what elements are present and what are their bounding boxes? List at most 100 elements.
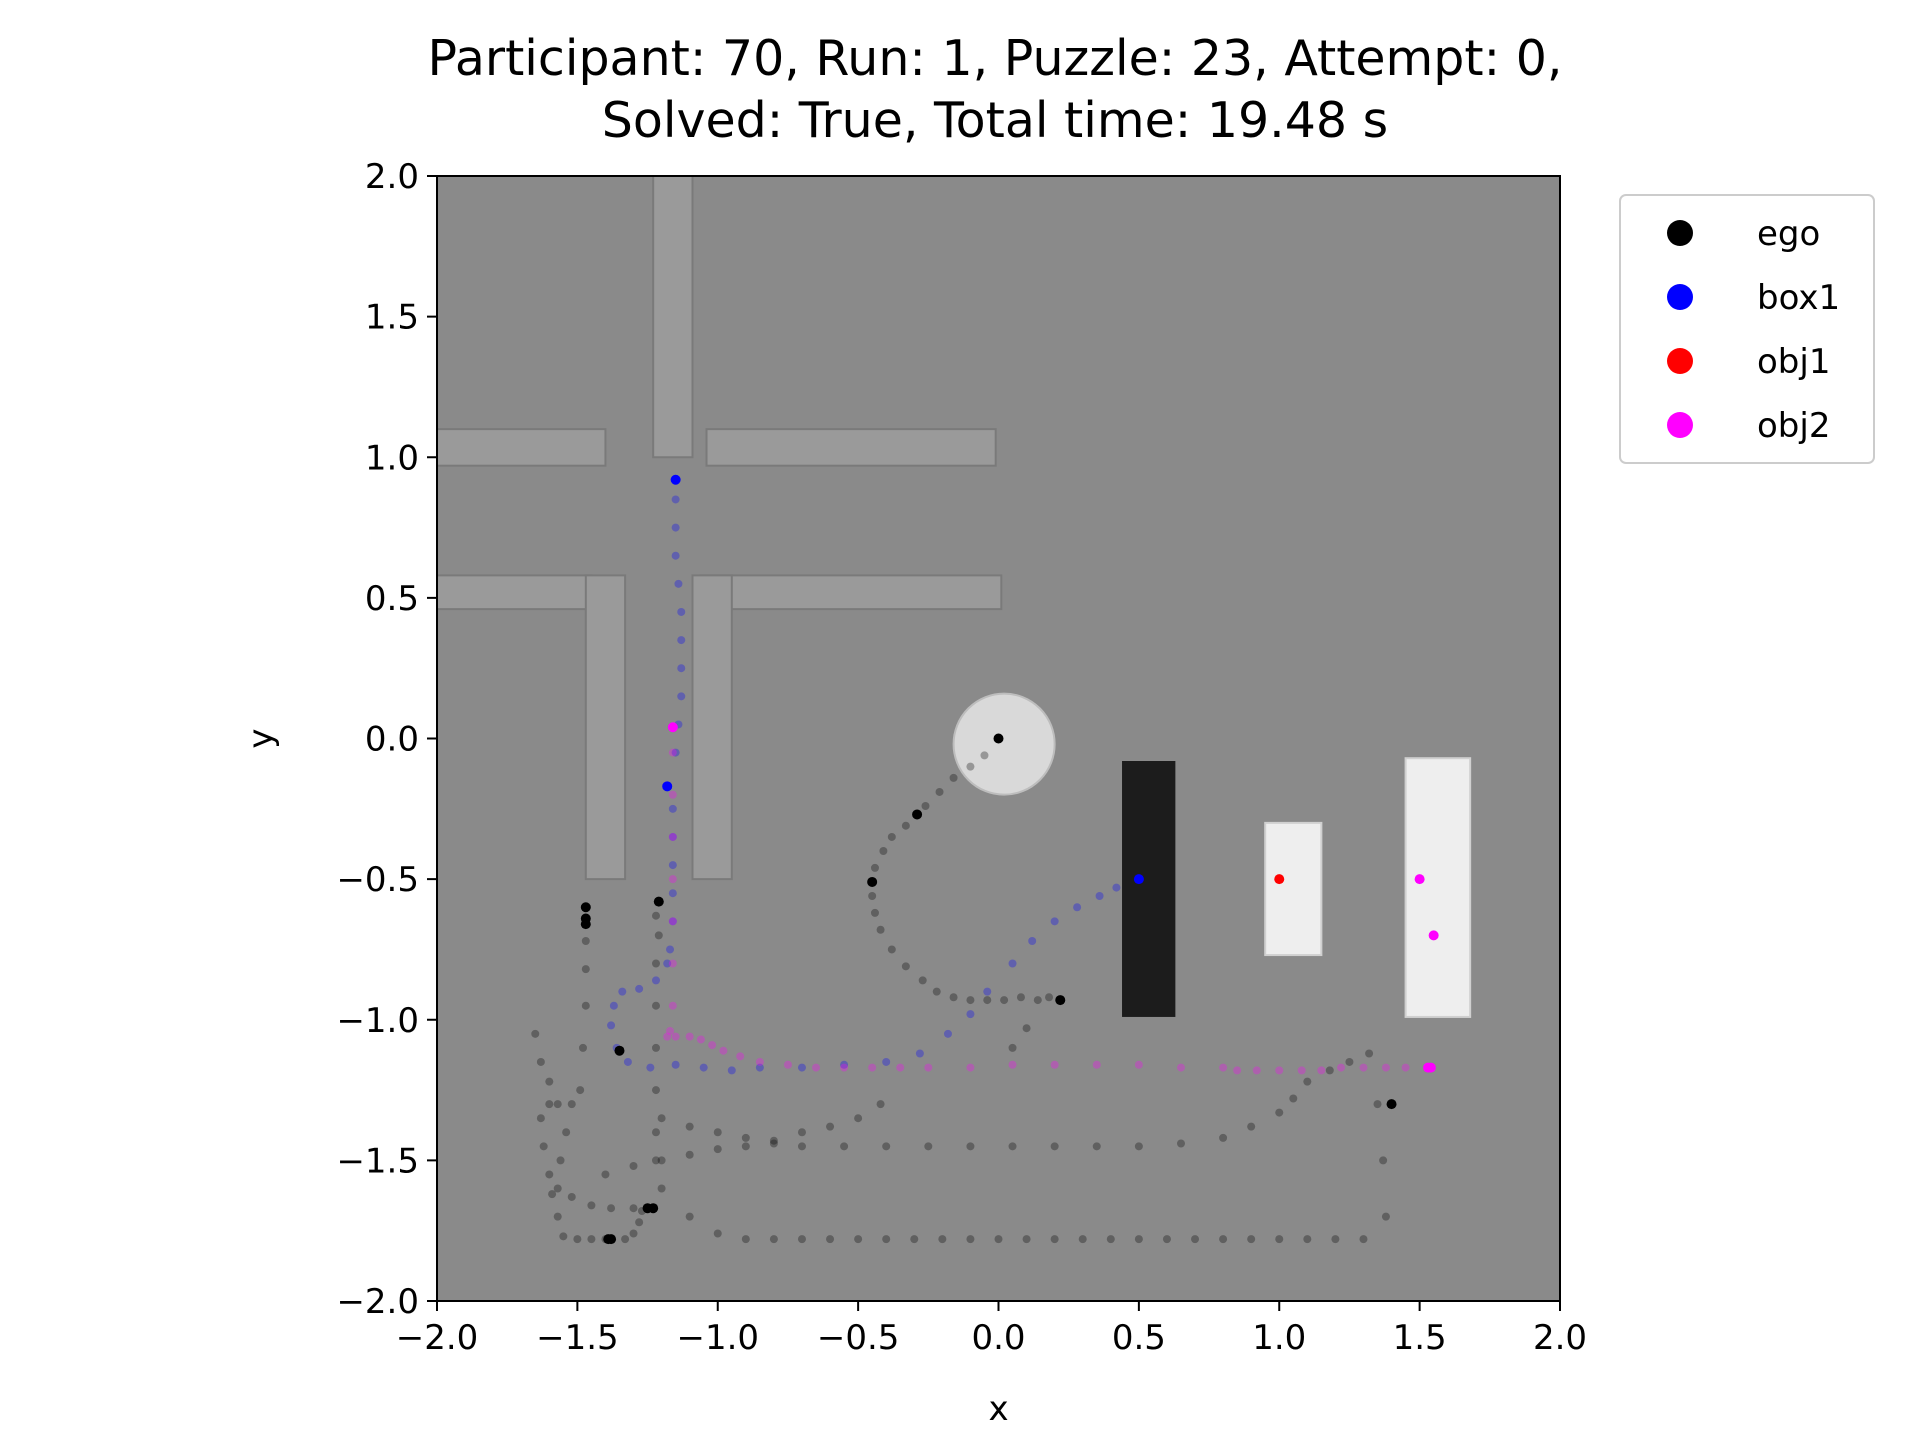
chart-title-line-1: Participant: 70, Run: 1, Puzzle: 23, Att… xyxy=(427,30,1563,87)
ego-trajectory-point xyxy=(1303,1235,1312,1244)
box1-trajectory-point xyxy=(699,1063,708,1072)
obj2-trajectory-point xyxy=(668,832,677,841)
ego-trajectory-point xyxy=(629,1162,638,1170)
y-tick-label: 1.0 xyxy=(365,438,419,478)
ego-trajectory-point xyxy=(651,1043,660,1052)
ego-trajectory-point xyxy=(567,1100,576,1109)
obj2-trajectory-point xyxy=(708,1041,717,1050)
x-tick-label: −1.0 xyxy=(676,1318,759,1358)
ego-trajectory-point xyxy=(621,1235,630,1244)
ego-trajectory-point xyxy=(879,847,888,855)
white-block-1 xyxy=(1264,821,1323,957)
obj2-trajectory-point xyxy=(812,1063,821,1072)
ego-trajectory-point xyxy=(1303,1077,1312,1086)
obj2-trajectory-point xyxy=(896,1063,905,1072)
box1-trajectory-point xyxy=(727,1066,736,1075)
ego-trajectory-point xyxy=(1134,1235,1143,1244)
ego-trajectory-point xyxy=(685,1122,694,1131)
ego-marker xyxy=(867,876,878,887)
wall-left-corridor xyxy=(584,574,627,881)
box1-trajectory-point xyxy=(671,748,680,757)
ego-trajectory-point xyxy=(1345,1057,1354,1066)
box1-trajectory-point xyxy=(668,832,677,841)
ego-trajectory-point xyxy=(651,959,660,968)
ego-trajectory-point xyxy=(581,1001,590,1010)
obj2-marker xyxy=(1428,930,1439,941)
ego-trajectory-point xyxy=(901,962,910,971)
x-tick-label: 1.0 xyxy=(1252,1318,1306,1358)
obj2-trajectory-point xyxy=(783,1060,792,1069)
ego-marker xyxy=(606,1234,617,1245)
obj2-trajectory-point xyxy=(1008,1060,1017,1069)
obj2-trajectory-point xyxy=(671,1032,680,1041)
x-tick-label: 1.5 xyxy=(1393,1318,1447,1358)
box1-trajectory-point xyxy=(663,959,672,968)
ego-trajectory-point xyxy=(870,863,879,872)
ego-trajectory-point xyxy=(918,976,927,985)
ego-trajectory-point xyxy=(1016,993,1025,1002)
legend-marker-obj2 xyxy=(1667,412,1693,438)
box1-trajectory-point xyxy=(668,861,677,870)
wall-upper-right xyxy=(705,428,997,467)
ego-trajectory-point xyxy=(924,1142,933,1151)
ego-trajectory-point xyxy=(994,1235,1003,1244)
ego-marker xyxy=(912,809,923,820)
box1-trajectory-point xyxy=(1028,937,1037,945)
x-tick-label: 2.0 xyxy=(1533,1318,1587,1358)
obj2-trajectory-point xyxy=(1275,1066,1284,1075)
obj2-trajectory-point xyxy=(1252,1066,1261,1075)
box1-trajectory-point xyxy=(797,1063,806,1072)
y-tick-label: 0.5 xyxy=(365,579,419,619)
box1-marker xyxy=(670,474,681,485)
ego-trajectory-point xyxy=(587,1235,596,1244)
ego-trajectory-point xyxy=(854,1235,863,1244)
ego-trajectory-point xyxy=(536,1114,545,1123)
y-tick-label: −1.5 xyxy=(336,1141,419,1181)
ego-trajectory-point xyxy=(870,908,879,917)
ego-trajectory-point xyxy=(966,996,975,1005)
ego-trajectory-point xyxy=(983,996,992,1005)
legend-label-box1: box1 xyxy=(1757,278,1840,318)
box1-trajectory-point xyxy=(755,1063,764,1072)
ego-trajectory-point xyxy=(685,1212,694,1221)
obj2-trajectory-point xyxy=(1134,1060,1143,1069)
ego-trajectory-point xyxy=(887,945,896,954)
ego-trajectory-point xyxy=(1247,1122,1256,1131)
ego-trajectory-point xyxy=(1045,993,1054,1002)
box1-trajectory-point xyxy=(651,976,660,985)
ego-trajectory-point xyxy=(769,1136,778,1145)
ego-trajectory-point xyxy=(1033,996,1042,1005)
ego-marker xyxy=(1055,995,1066,1006)
box1-trajectory-point xyxy=(609,1001,618,1010)
ego-trajectory-point xyxy=(868,892,877,900)
ego-trajectory-point xyxy=(1176,1139,1185,1148)
legend-label-obj2: obj2 xyxy=(1757,406,1830,446)
box1-trajectory-point xyxy=(666,945,675,954)
box1-trajectory-point xyxy=(671,551,680,560)
box1-trajectory-point xyxy=(1050,917,1059,926)
ego-trajectory-point xyxy=(882,1142,891,1151)
ego-trajectory-point xyxy=(607,1204,616,1213)
obj2-trajectory-point xyxy=(668,1001,677,1010)
ego-trajectory-point xyxy=(581,937,590,945)
y-axis-label: y xyxy=(241,728,281,748)
obj2-trajectory-point xyxy=(666,1027,675,1035)
ego-trajectory-point xyxy=(531,1029,540,1038)
ego-trajectory-point xyxy=(651,1086,660,1095)
ego-trajectory-point xyxy=(629,1229,638,1238)
box1-trajectory-point xyxy=(882,1057,891,1066)
ego-trajectory-point xyxy=(1365,1049,1374,1058)
ego-trajectory-point xyxy=(910,1235,919,1244)
box1-trajectory-point xyxy=(1008,959,1017,968)
x-tick-label: −0.5 xyxy=(817,1318,900,1358)
axis-ticks: −2.0 −1.5 −1.0 −0.5 0.0 0.5 1.0 1.5 2.0 −2.0 −1.5 −… xyxy=(336,157,1587,1358)
box1-trajectory-point xyxy=(668,804,677,813)
ego-trajectory-point xyxy=(567,1192,576,1201)
x-tick-label: 0.5 xyxy=(1112,1318,1166,1358)
ego-trajectory-point xyxy=(1050,1235,1059,1244)
legend: ego box1 obj1 obj2 xyxy=(1619,194,1875,464)
ego-trajectory-point xyxy=(741,1235,750,1244)
ego-marker xyxy=(1386,1099,1397,1110)
ego-trajectory-point xyxy=(938,1235,947,1244)
ego-trajectory-point xyxy=(966,1142,975,1151)
